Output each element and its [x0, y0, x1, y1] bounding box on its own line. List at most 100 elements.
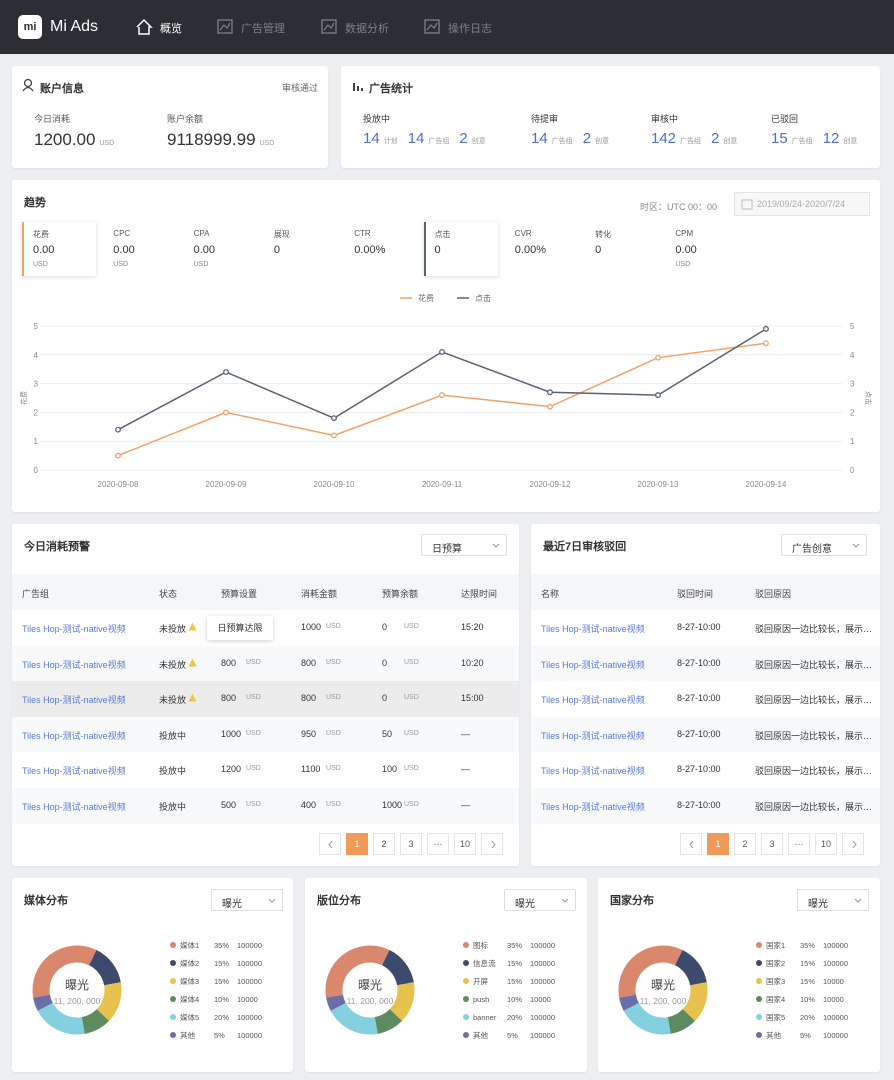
page-button[interactable]: 3: [761, 833, 783, 855]
nav-item[interactable]: 概览: [160, 23, 182, 35]
table-row[interactable]: [12, 681, 519, 717]
x-tick-label: 2020-09-09: [206, 480, 247, 489]
distribution-card: 版位分布 曝光 图标 35% 100000 信息流 15% 100000 开屏 15% 100000…: [305, 878, 587, 1072]
amount-unit: USD: [326, 694, 341, 702]
x-tick-label: 2020-09-11: [422, 480, 463, 489]
ad-group-link[interactable]: Tiles Hop-测试-native视频: [22, 802, 126, 812]
donut-segment: [325, 945, 390, 998]
nav-item[interactable]: 广告管理: [241, 23, 285, 35]
reject-time: 8-27-10:00: [677, 764, 721, 775]
card-title: 账户信息: [40, 83, 84, 95]
date-range[interactable]: 2019/09/24-2020/7/24: [734, 192, 870, 216]
ad-group-link[interactable]: Tiles Hop-测试-native视频: [22, 659, 126, 670]
page-button[interactable]: 2: [734, 833, 756, 855]
y2-tick-label: 2: [850, 408, 855, 417]
value: 15: [771, 130, 788, 147]
metric-unit: USD: [33, 261, 48, 268]
budget-alert-card: 今日消耗预警 日预算 广告组 状态 预算设置 消耗金额 预算余额 达限时间 Tiles Hop-…: [12, 524, 519, 866]
legend-percent: 20%: [800, 1013, 815, 1022]
table-row[interactable]: [531, 716, 880, 753]
card-title: 媒体分布: [24, 895, 68, 907]
column-header: 驳回时间: [677, 589, 714, 599]
metric-unit: USD: [675, 261, 691, 268]
amount-unit: USD: [326, 623, 341, 630]
legend-percent: 15%: [214, 977, 229, 986]
legend-label: 点击: [475, 293, 491, 303]
dropdown[interactable]: 日预算: [421, 534, 507, 556]
dropdown[interactable]: 曝光: [211, 889, 283, 911]
ad-group-link[interactable]: Tiles Hop-测试-native视频: [22, 766, 126, 777]
creative-link[interactable]: Tiles Hop-测试-native视频: [541, 624, 645, 634]
nav-icon: [321, 19, 337, 34]
amount-value: 400: [301, 800, 317, 810]
table-row[interactable]: [12, 645, 519, 682]
amount-value: 500: [221, 800, 237, 810]
creative-link[interactable]: Tiles Hop-测试-native视频: [541, 659, 645, 670]
warning-icon: [188, 658, 197, 667]
page-arrow[interactable]: [842, 833, 864, 855]
page-arrow[interactable]: [319, 833, 341, 855]
nav-icon: [136, 18, 153, 35]
unit: 广告组: [680, 138, 702, 145]
page-button[interactable]: 3: [400, 833, 422, 855]
graphic: 图标 35% 100000 信息流 15% 100000 开屏 15% 100000 push 10…: [325, 940, 555, 1040]
table-row[interactable]: [531, 681, 880, 717]
creative-link[interactable]: Tiles Hop-测试-native视频: [541, 766, 645, 777]
table-row[interactable]: [12, 716, 519, 753]
table-row[interactable]: [531, 645, 880, 682]
page-button[interactable]: 10: [454, 833, 476, 855]
page-button[interactable]: 1: [707, 833, 729, 855]
table-row[interactable]: [531, 788, 880, 824]
table-row[interactable]: [12, 788, 519, 824]
legend-dot: [756, 1032, 762, 1038]
graphic: [741, 199, 753, 210]
chevron: [492, 543, 500, 548]
reject-time: 8-27-10:00: [677, 622, 721, 632]
creative-link[interactable]: Tiles Hop-测试-native视频: [541, 802, 645, 812]
page-button[interactable]: 10: [815, 833, 837, 855]
page-arrow[interactable]: [680, 833, 702, 855]
nav-item[interactable]: 数据分析: [345, 23, 389, 35]
page-button[interactable]: ···: [427, 833, 449, 855]
page-button[interactable]: 1: [346, 833, 368, 855]
reject-time: 8-27-10:00: [677, 728, 721, 739]
nav-item[interactable]: 操作日志: [448, 23, 492, 35]
metric-box[interactable]: [22, 222, 96, 276]
ad-group-link[interactable]: Tiles Hop-测试-native视频: [22, 624, 126, 634]
page-button[interactable]: 2: [373, 833, 395, 855]
center-label: 曝光: [651, 978, 675, 992]
amount-unit: USD: [404, 765, 419, 773]
icon: [23, 78, 33, 88]
amount-unit: USD: [404, 623, 419, 630]
dropdown[interactable]: 曝光: [504, 889, 576, 911]
graphic: [491, 840, 496, 849]
group-items: 14 广告组 2 创意: [531, 130, 609, 147]
value-group: 9118999.99 USD: [167, 130, 274, 150]
legend-dot: [463, 942, 469, 948]
ad-group-link[interactable]: Tiles Hop-测试-native视频: [22, 695, 126, 706]
metric-box[interactable]: [423, 222, 498, 276]
value-group: 15 广告组: [771, 130, 813, 147]
dropdown[interactable]: 曝光: [797, 889, 869, 911]
card-title: 趋势: [24, 197, 46, 209]
table-row[interactable]: [531, 752, 880, 788]
creative-link[interactable]: Tiles Hop-测试-native视频: [541, 695, 645, 706]
chevron: [328, 840, 333, 849]
limit-time: —: [461, 800, 470, 810]
creative-link[interactable]: Tiles Hop-测试-native视频: [541, 730, 645, 741]
legend-dot: [463, 1032, 469, 1038]
icon: [22, 86, 34, 92]
donut-segment: [623, 1002, 671, 1035]
value: 1200.00: [34, 130, 96, 149]
donut-segment: [33, 994, 53, 1011]
column-header: 预算设置: [221, 589, 258, 599]
page-arrow[interactable]: [481, 833, 503, 855]
brand: Mi Ads: [50, 18, 99, 35]
dropdown[interactable]: 广告创意: [781, 534, 867, 556]
donut-segment: [81, 1008, 110, 1034]
ad-group-link[interactable]: Tiles Hop-测试-native视频: [22, 730, 126, 741]
table-row[interactable]: [12, 752, 519, 788]
page-button[interactable]: ···: [788, 833, 810, 855]
table-row[interactable]: [531, 610, 880, 646]
data-point: [115, 452, 121, 459]
